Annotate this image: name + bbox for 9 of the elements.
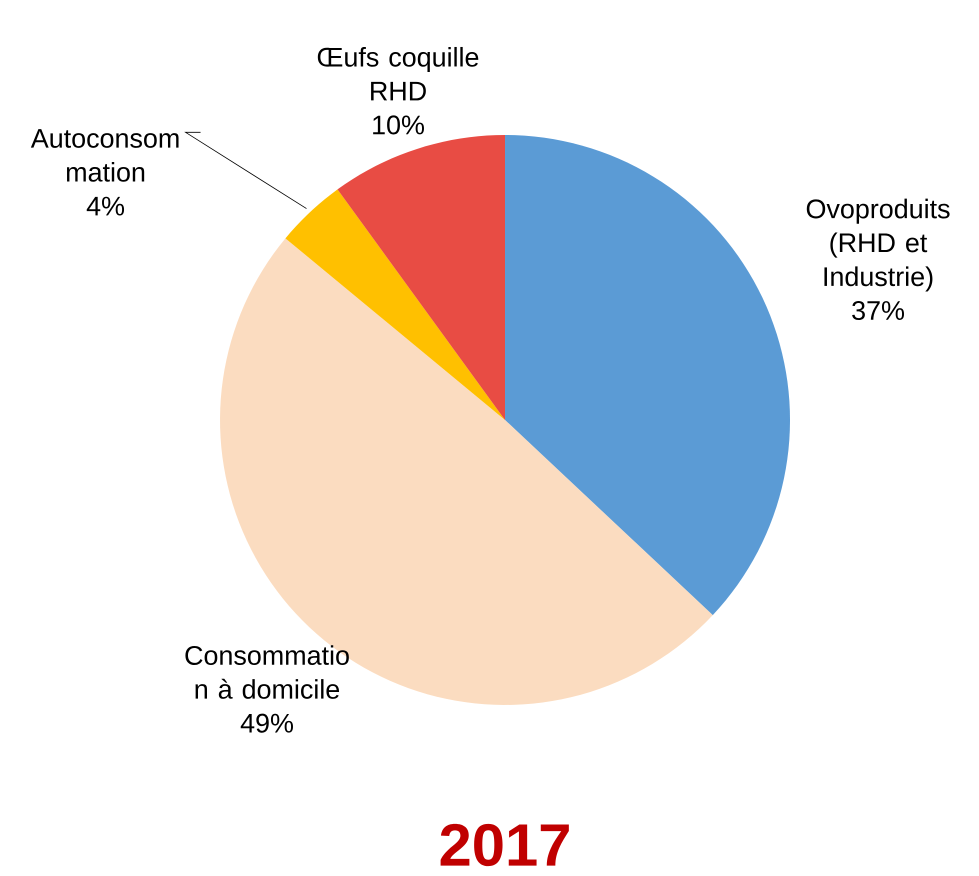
slice-label: Autoconsom mation: [30, 129, 179, 182]
data-label: 49%: [240, 714, 293, 733]
data-label: 37%: [852, 301, 904, 320]
text: 2017: [440, 824, 569, 866]
data-label: 4%: [86, 196, 124, 216]
slice-label: Œufs coquille RHD: [318, 46, 478, 100]
slice-label: Consommatio n à domicile: [185, 645, 349, 699]
slice-label: Ovoproduits (RHD et Industrie): [806, 198, 950, 292]
data-label: 10%: [373, 115, 424, 134]
